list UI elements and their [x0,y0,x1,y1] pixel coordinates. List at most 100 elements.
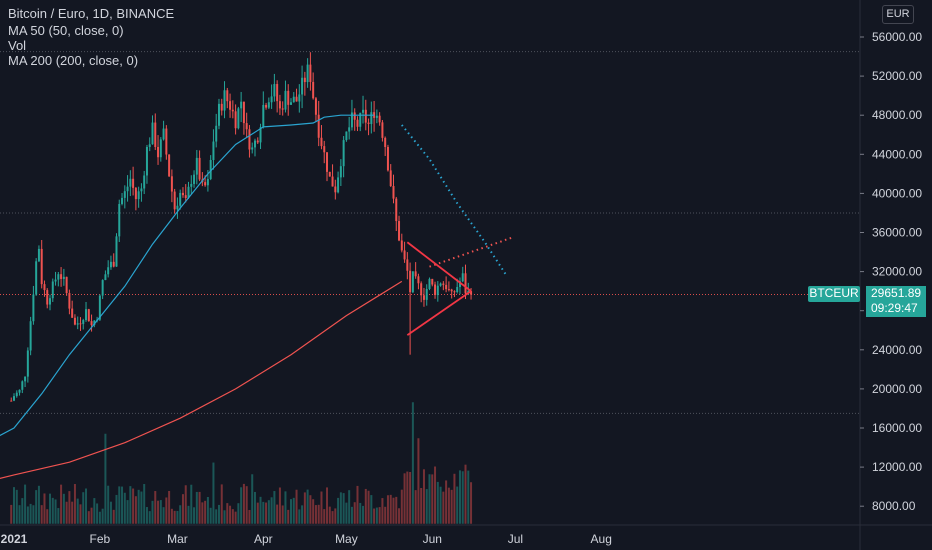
candle-body [231,109,234,112]
candle-body [265,104,268,108]
volume-bar [62,493,65,524]
candle-body [398,221,401,241]
candle-body [121,197,124,204]
volume-bar [220,484,223,524]
volume-bar [356,485,359,524]
volume-bar [414,490,417,524]
volume-bar [326,487,329,524]
volume-bar [242,483,245,524]
candle-body [179,192,182,206]
candle-body [439,283,442,286]
candle-body [312,81,315,99]
candle-body [422,295,425,300]
candle-body [187,186,190,199]
volume-bar [458,470,461,524]
volume-bar [162,507,165,524]
ma200-legend[interactable]: MA 200 (200, close, 0) [8,53,139,68]
volume-bar [403,473,406,524]
candle-body [400,240,403,251]
y-tick-label: 16000.00 [872,421,922,435]
candle-body [326,152,329,172]
volume-bar [187,505,190,524]
candle-body [90,321,93,326]
volume-bar [90,507,93,524]
volume-bar [345,502,348,524]
candle-body [68,293,71,309]
candle-body [184,195,187,199]
candle-body [323,146,326,153]
candle-body [303,77,306,83]
volume-bar [262,501,265,524]
candle-body [82,320,85,324]
candle-body [447,289,450,291]
candle-body [445,284,448,290]
candle-body [193,174,196,184]
volume-bar [428,474,431,524]
volume-bar [350,506,353,524]
volume-bar [359,502,362,524]
candle-body [10,400,13,402]
candle-body [170,176,173,192]
triangle-trendline [406,241,472,292]
volume-bar [267,500,270,524]
candle-body [353,112,356,120]
volume-bar [176,510,179,524]
candle-body [151,122,154,145]
volume-bar [292,497,295,524]
volume-bar [137,489,140,524]
volume-bar [395,496,398,524]
candle-body [281,108,284,110]
candle-body [420,283,423,296]
volume-bar [73,484,76,524]
candle-body [237,108,240,129]
candle-body [60,274,63,279]
volume-bar [46,509,49,524]
candle-body [181,192,184,196]
candle-body [209,160,212,180]
candle-body [284,90,287,110]
volume-bar [107,485,110,524]
candle-body [71,308,74,318]
volume-bar [406,471,409,524]
candle-body [157,146,160,158]
volume-bar [24,484,27,524]
volume-bar [165,497,168,524]
volume-bar [104,433,107,524]
candle-body [331,176,334,187]
volume-bar [422,469,425,524]
volume-bar [445,480,448,524]
volume-bar [76,498,79,524]
currency-button[interactable]: EUR [882,5,914,24]
volume-bar [140,491,143,524]
volume-bar [134,496,137,524]
candle-body [54,279,57,282]
volume-bar [381,498,384,524]
candle-body [49,298,52,305]
volume-legend[interactable]: Vol [8,38,27,53]
volume-bar [231,509,234,524]
candle-body [234,111,237,129]
candle-body [456,286,459,292]
volume-bar [154,491,157,524]
volume-bar [384,506,387,524]
candle-body [334,186,337,193]
y-tick-label: 44000.00 [872,147,922,161]
volume-bar [96,503,99,524]
candle-body [314,98,317,115]
candle-body [18,389,21,393]
volume-bar [425,489,428,524]
volume-bar [215,509,218,524]
volume-bar [35,490,38,524]
candle-body [226,90,229,102]
volume-bar [26,506,29,524]
y-tick-label: 24000.00 [872,343,922,357]
x-tick-label: Aug [591,532,612,546]
volume-bar [348,490,351,524]
ma50-legend[interactable]: MA 50 (50, close, 0) [8,23,124,38]
volume-bar [312,499,315,524]
candle-body [298,94,301,102]
volume-bar [60,484,63,524]
ma200-line-projection [429,236,513,268]
